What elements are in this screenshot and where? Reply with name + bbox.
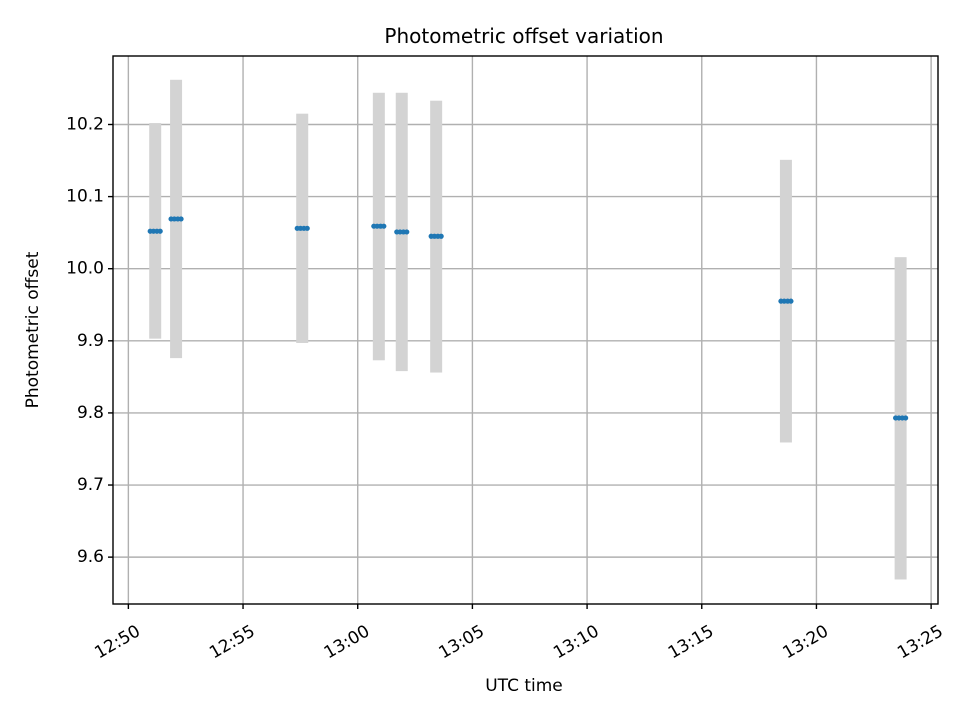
- plot-area-frame: [112, 55, 939, 605]
- grid: [113, 56, 938, 604]
- data-point-marker: [157, 228, 163, 234]
- data-point-marker: [404, 229, 410, 235]
- y-tick-label: 9.8: [77, 403, 104, 423]
- y-tick-label: 10.0: [66, 259, 104, 279]
- data-point-marker: [788, 298, 794, 304]
- y-axis-label: Photometric offset: [23, 251, 43, 408]
- y-tick-label: 9.7: [77, 475, 104, 495]
- data-points: [147, 216, 909, 421]
- chart-title: Photometric offset variation: [384, 24, 663, 48]
- data-point-marker: [438, 233, 444, 239]
- data-point-marker: [903, 415, 909, 421]
- y-axis-ticks: 9.6 9.7 9.8 9.9 10.0 10.1 10.2: [66, 115, 113, 567]
- data-point-marker: [178, 216, 184, 222]
- y-tick-label: 9.9: [77, 331, 104, 351]
- y-tick-label: 9.6: [77, 547, 104, 567]
- data-point-marker: [304, 225, 310, 231]
- x-axis-label: UTC time: [485, 676, 563, 696]
- y-tick-label: 10.1: [66, 187, 104, 207]
- data-point-marker: [381, 223, 387, 229]
- y-tick-label: 10.2: [66, 115, 104, 135]
